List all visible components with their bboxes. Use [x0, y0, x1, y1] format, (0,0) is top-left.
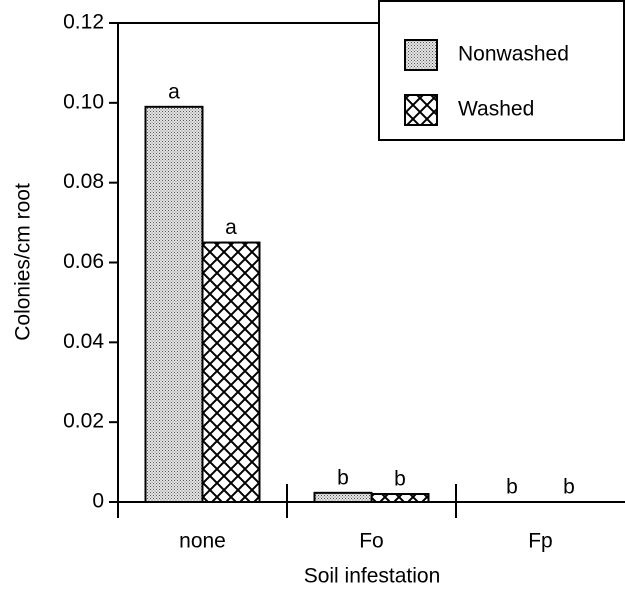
x-tick-label: Fp	[528, 530, 553, 553]
legend-swatch	[404, 94, 438, 126]
x-axis-label: Soil infestation	[304, 565, 441, 588]
y-tick-label: 0.02	[63, 410, 104, 433]
bar-letter: b	[394, 468, 406, 491]
bar	[201, 241, 261, 504]
y-tick-label: 0.04	[63, 330, 104, 353]
y-tick-label: 0	[92, 490, 104, 513]
bar-letter: a	[168, 80, 180, 103]
y-tick-label: 0.10	[63, 90, 104, 113]
bar-letter: b	[563, 476, 575, 499]
y-tick-label: 0.08	[63, 170, 104, 193]
bar-letter: a	[225, 216, 237, 239]
x-tick-label: Fo	[359, 530, 384, 553]
bar-letter: b	[506, 476, 518, 499]
bar	[370, 493, 430, 503]
bar-letter: b	[337, 466, 349, 489]
legend-label: Washed	[458, 98, 534, 121]
y-tick-label: 0.12	[63, 11, 104, 34]
bar	[144, 105, 204, 503]
legend-swatch	[404, 39, 438, 71]
y-tick-label: 0.06	[63, 250, 104, 273]
legend-label: Nonwashed	[458, 43, 569, 66]
x-tick-label: none	[179, 530, 226, 553]
bar	[313, 491, 373, 503]
y-axis-label: Colonies/cm root	[12, 183, 35, 341]
